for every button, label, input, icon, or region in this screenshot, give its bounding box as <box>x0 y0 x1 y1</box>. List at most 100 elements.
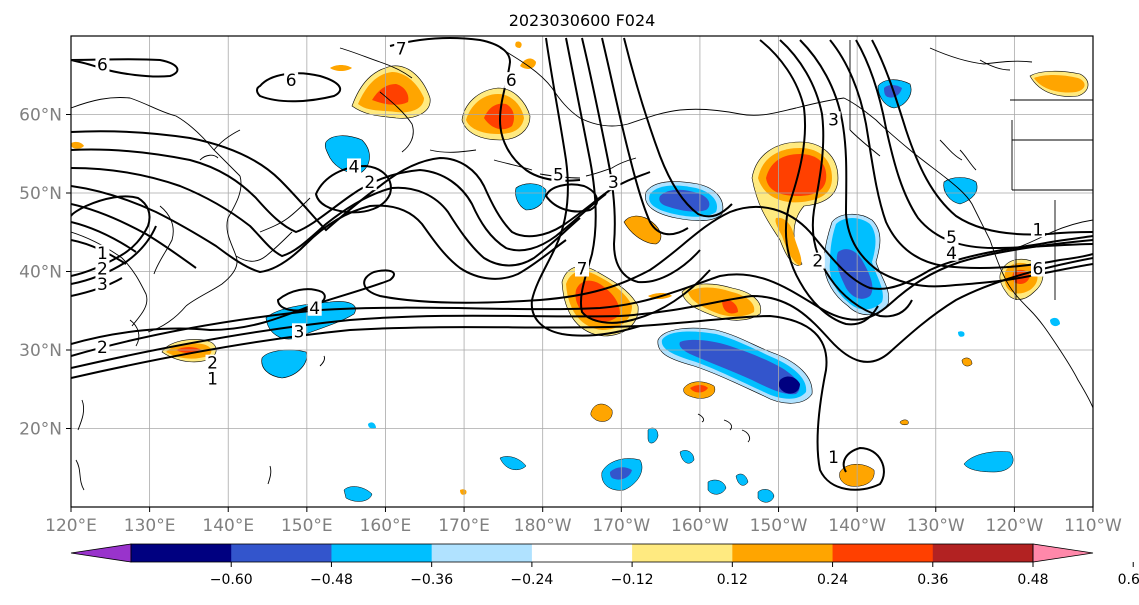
contour-label-bg <box>291 323 306 340</box>
negative-anomaly-hawaii-band <box>657 327 813 404</box>
contour-label: 5 <box>946 228 957 248</box>
contour-label: 2 <box>812 252 823 272</box>
contour-label-bg <box>284 72 299 89</box>
colorbar-bin <box>632 544 733 562</box>
contour-label-bg <box>95 276 110 293</box>
lon-tick-label: 160°W <box>671 516 729 536</box>
contour-label-bg <box>95 339 110 355</box>
contour-label-bg <box>205 354 220 371</box>
lon-tick-label: 160°E <box>360 516 412 536</box>
negative-anomaly-small-cells <box>343 317 1060 503</box>
contour-label: 4 <box>946 244 957 264</box>
positive-anomaly-small-cells <box>71 41 973 495</box>
contour-label: 2 <box>364 173 375 193</box>
lat-tick-label: 30°N <box>19 341 62 361</box>
contour-label: 2 <box>97 338 108 358</box>
contour-label: 4 <box>349 157 360 177</box>
contour-label-bg <box>575 260 589 277</box>
contour-label: 3 <box>97 275 108 295</box>
contour-label: 7 <box>396 40 407 60</box>
lat-tick-label: 50°N <box>19 184 62 204</box>
colorbar-tick-label: −0.60 <box>210 572 253 588</box>
contour-label: 1 <box>828 448 839 468</box>
contour-label-bg <box>95 56 110 73</box>
colorbar-bin <box>531 544 633 562</box>
contour-label-bg <box>95 244 110 261</box>
colorbar-tick-label: −0.12 <box>611 572 654 588</box>
contour-label: 1 <box>207 369 218 389</box>
lon-tick-label: 140°E <box>202 516 254 536</box>
positive-anomaly-canada <box>1029 70 1089 97</box>
colorbar-bin <box>331 544 433 562</box>
contour-label-bg <box>504 72 519 89</box>
negative-anomaly-west-pacific <box>261 301 356 379</box>
contour-label: 6 <box>286 71 297 91</box>
contour-label-bg <box>944 244 959 261</box>
contour-label-bg <box>394 40 409 57</box>
lat-tick-label: 60°N <box>19 106 62 126</box>
colorbar: −0.60 −0.48 −0.36 −0.24 −0.12 0.12 0.24 0.36 0.4… <box>70 543 1139 588</box>
contour-label: 1 <box>1033 220 1044 240</box>
positive-anomaly-bering <box>461 58 536 141</box>
contour-label: 6 <box>506 71 517 91</box>
colorbar-tick-label: 0.36 <box>917 572 948 588</box>
colorbar-bin <box>832 544 934 562</box>
colorbar-bin <box>231 544 332 562</box>
lon-tick-label: 150°W <box>750 516 808 536</box>
contour-label-bg <box>826 448 841 465</box>
contour-label-bg <box>1030 260 1045 277</box>
map-title: 2023030600 F024 <box>509 11 656 30</box>
contour-label: 5 <box>553 165 564 185</box>
colorbar-tick-label: −0.24 <box>510 572 553 588</box>
lat-tick-label: 20°N <box>19 420 62 440</box>
contour-label-bg <box>95 260 110 277</box>
contour-label: 1 <box>97 244 108 264</box>
lat-tick-label: 40°N <box>19 263 62 283</box>
lon-tick-label: 140°W <box>828 516 886 536</box>
colorbar-extend-high <box>1032 543 1094 563</box>
contour-label-bg <box>362 174 377 191</box>
colorbar-tick-label: −0.48 <box>310 572 353 588</box>
contour-label: 7 <box>577 260 588 280</box>
contour-label: 6 <box>1033 260 1044 280</box>
lon-tick-label: 150°E <box>281 516 333 536</box>
contour-label-bg <box>551 166 566 183</box>
colorbar-tick-label: 0.60 <box>1118 572 1139 588</box>
contour-label-bg <box>606 174 621 191</box>
lon-tick-label: 110°W <box>1064 516 1122 536</box>
colorbar-bin <box>131 544 232 562</box>
colorbar-bin <box>932 544 1034 562</box>
coastlines <box>71 40 1093 491</box>
contour-label: 6 <box>97 55 108 75</box>
colorbar-tick-label: 0.48 <box>1017 572 1048 588</box>
positive-anomaly-gulf-alaska <box>751 141 839 266</box>
contour-label-bg <box>826 111 841 128</box>
colorbar-extend-low <box>70 543 132 563</box>
contour-label-bg <box>307 299 322 316</box>
lon-tick-label: 130°W <box>907 516 965 536</box>
contour-label: 3 <box>608 173 619 193</box>
colorbar-tick-label: −0.36 <box>410 572 453 588</box>
lon-tick-label: 170°W <box>592 516 650 536</box>
axis-ticks: 120°E 130°E 140°E 150°E 160°E 170°E 180°W 170°W… <box>19 106 1122 537</box>
contour-label: 3 <box>828 110 839 130</box>
lon-tick-label: 120°W <box>986 516 1044 536</box>
lon-tick-label: 170°E <box>438 516 490 536</box>
colorbar-tick-label: 0.12 <box>717 572 748 588</box>
colorbar-bin <box>431 544 533 562</box>
contour-label: 3 <box>294 322 305 342</box>
contour-label-bg <box>944 229 959 246</box>
colorbar-tick-label: 0.24 <box>817 572 848 588</box>
colorbar-frame <box>130 543 1034 563</box>
contour-label: 4 <box>309 299 320 319</box>
lon-tick-label: 130°E <box>124 516 176 536</box>
contour-label-bg <box>810 252 825 269</box>
contour-label-bg <box>1030 221 1045 238</box>
lon-tick-label: 120°E <box>45 516 97 536</box>
positive-anomaly-ne-asia <box>330 65 431 119</box>
geopotential-contours <box>71 37 1093 491</box>
